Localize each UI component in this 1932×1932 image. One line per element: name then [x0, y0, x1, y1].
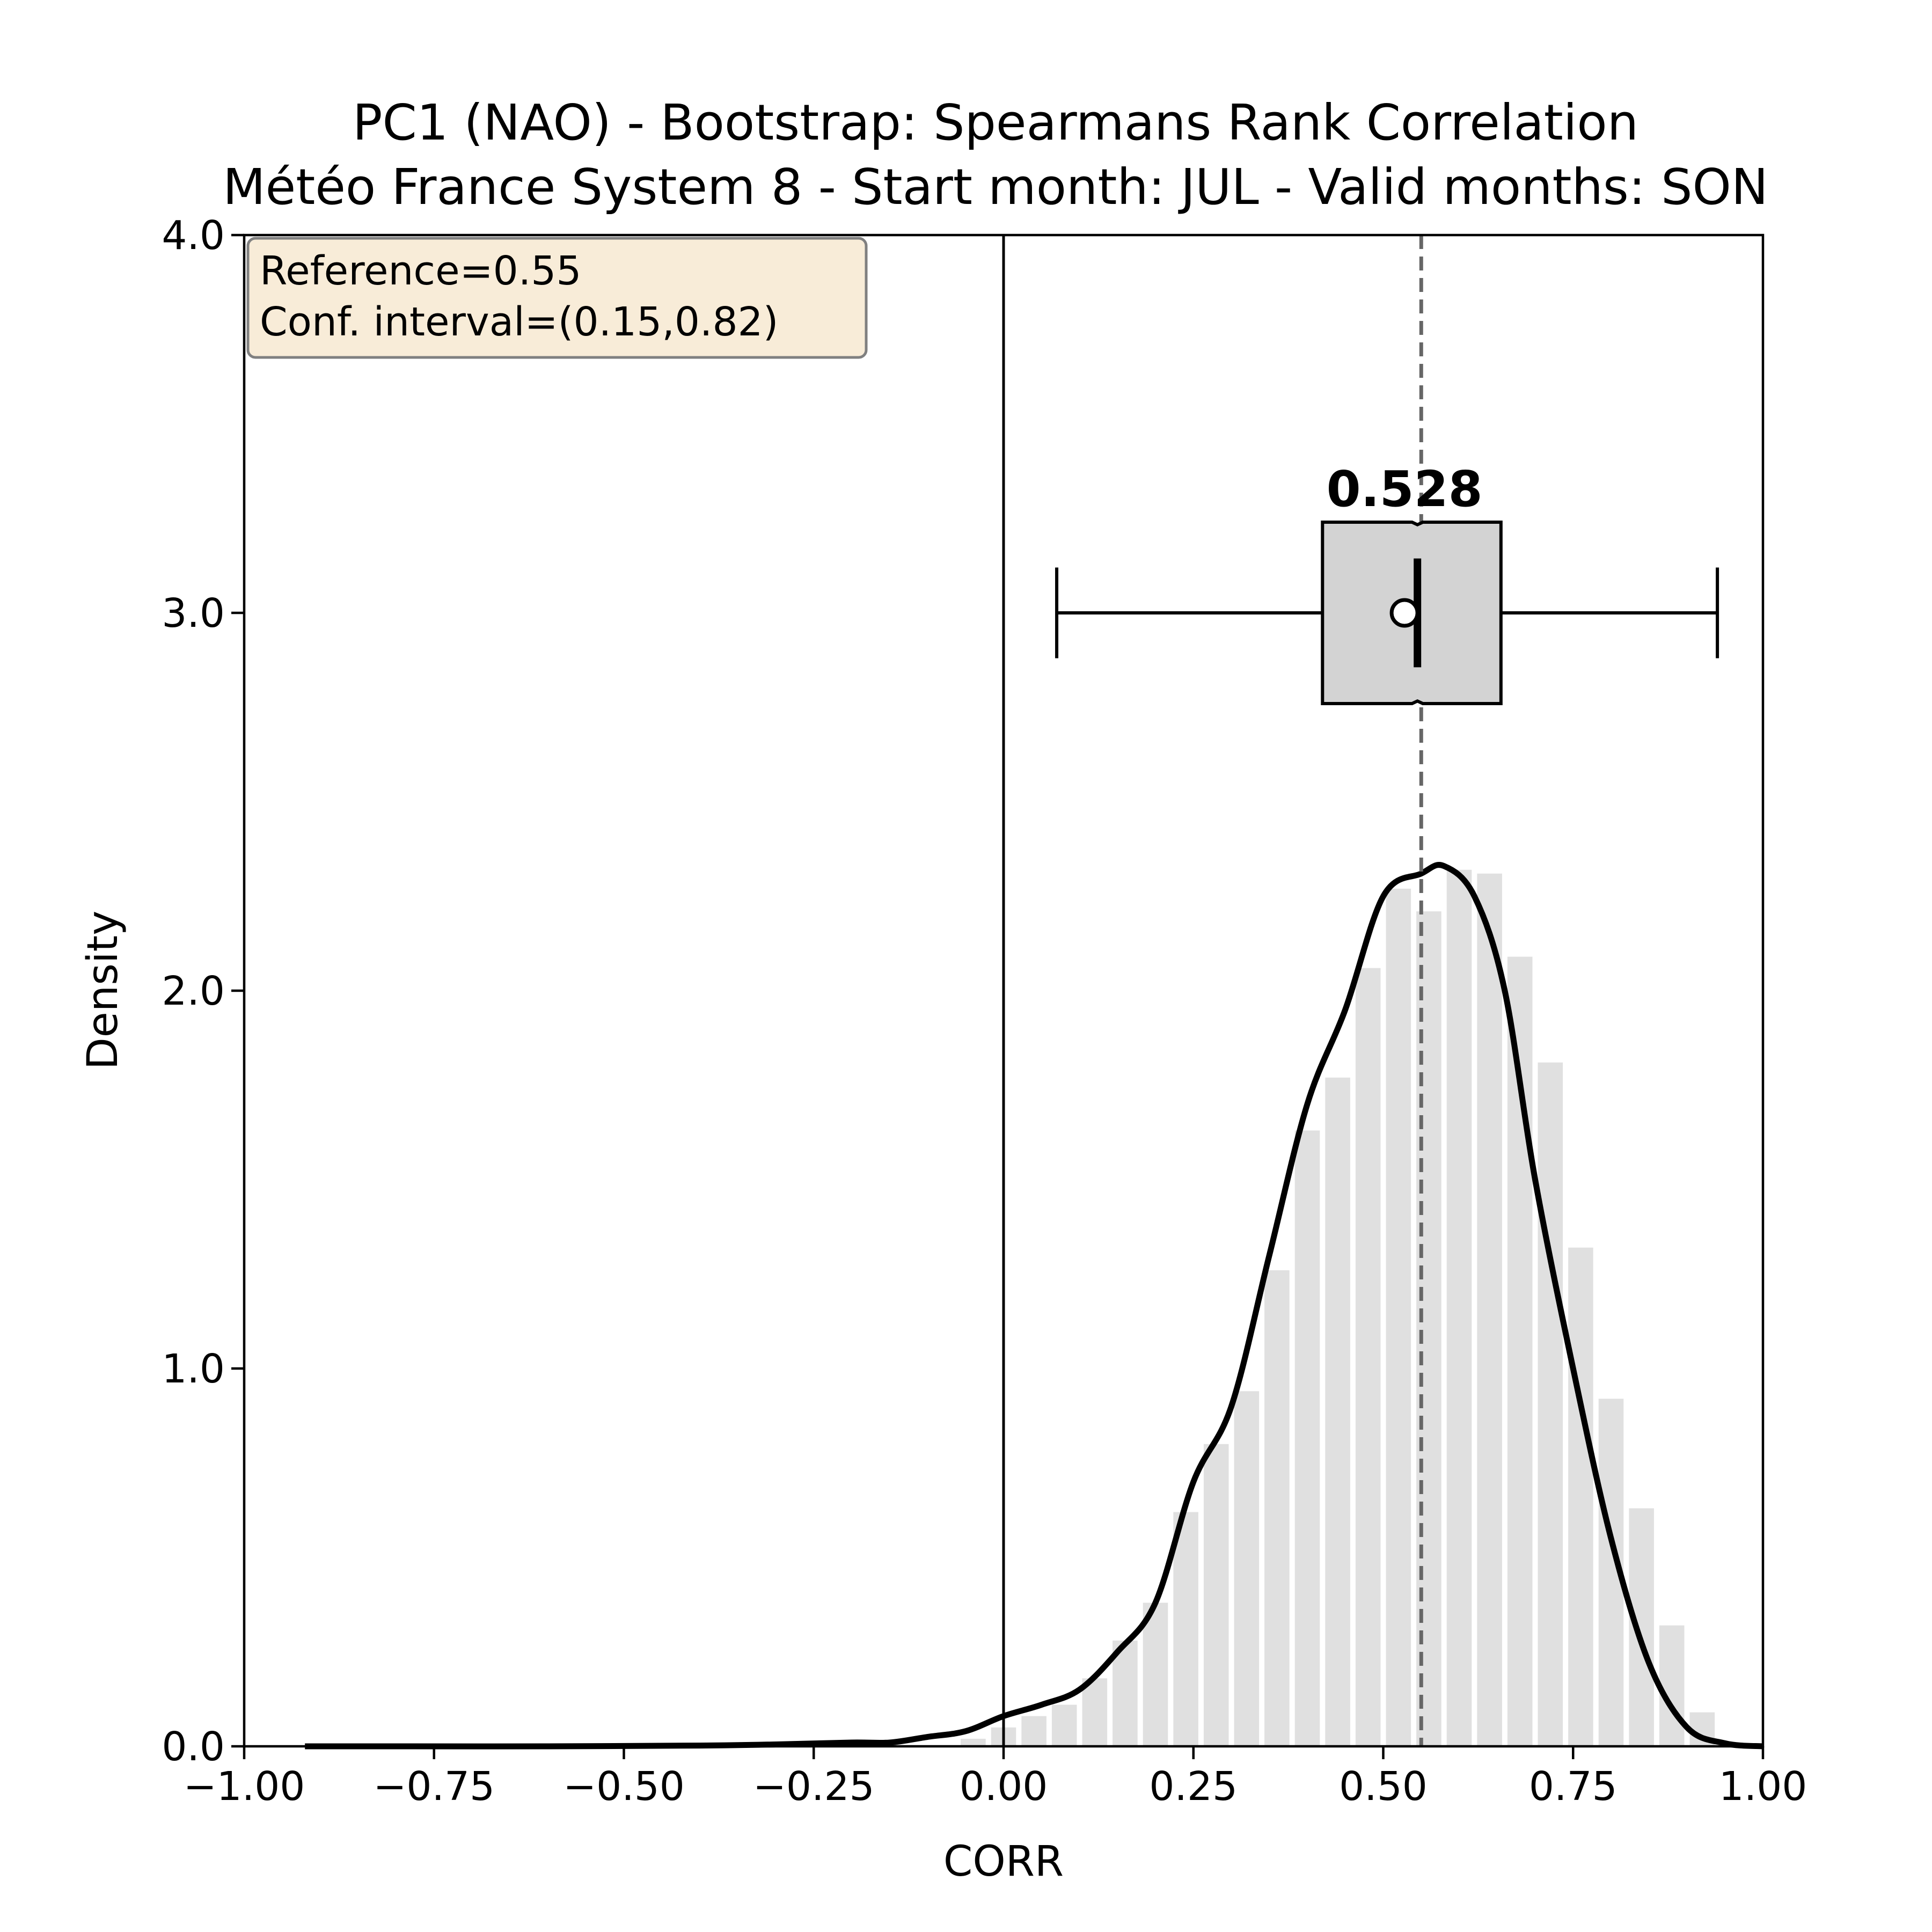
- x-tick-label: 0.50: [1339, 1763, 1428, 1810]
- y-tick-label: 2.0: [162, 968, 225, 1014]
- y-tick-label: 0.0: [162, 1724, 225, 1770]
- histogram-bar: [1173, 1512, 1198, 1746]
- histogram-bar: [1446, 869, 1472, 1746]
- info-box: Reference=0.55 Conf. interval=(0.15,0.82…: [246, 237, 868, 359]
- histogram-bar: [1355, 968, 1381, 1746]
- histogram-bar: [1082, 1678, 1108, 1746]
- histogram-bar: [1203, 1444, 1229, 1746]
- histogram-bar: [1538, 1062, 1563, 1746]
- x-tick-label: −1.00: [184, 1763, 305, 1810]
- histogram-bar: [1659, 1625, 1685, 1746]
- y-tick-label: 1.0: [162, 1346, 225, 1392]
- histogram-bar: [1325, 1077, 1350, 1746]
- info-box-background: [246, 237, 868, 359]
- boxplot-median-label: 0.528: [1327, 460, 1483, 518]
- histogram-bar: [1416, 911, 1441, 1746]
- histogram-bar: [1234, 1391, 1260, 1746]
- y-tick-label: 3.0: [162, 590, 225, 636]
- boxplot-mean-marker: [1389, 598, 1419, 628]
- info-box-conf-interval: Conf. interval=(0.15,0.82): [260, 299, 778, 345]
- chart-subtitle: Météo France System 8 - Start month: JUL…: [223, 158, 1768, 216]
- kde-curve: [305, 862, 1763, 1750]
- histogram-bar: [1568, 1247, 1593, 1746]
- x-tick-label: 0.25: [1149, 1763, 1238, 1810]
- histogram-bar: [1386, 888, 1411, 1746]
- x-tick-label: −0.25: [753, 1763, 875, 1810]
- chart-title: PC1 (NAO) - Bootstrap: Spearmans Rank Co…: [353, 94, 1638, 151]
- y-axis: 0.0 1.0 2.0 3.0 4.0: [162, 213, 244, 1770]
- histogram-bar: [1021, 1716, 1046, 1746]
- histogram-bar: [1051, 1704, 1077, 1746]
- histogram-bar: [1113, 1640, 1138, 1746]
- histogram-bar: [1264, 1270, 1290, 1746]
- y-axis-label: Density: [79, 911, 127, 1070]
- x-tick-label: −0.50: [563, 1763, 685, 1810]
- info-box-reference: Reference=0.55: [260, 248, 581, 294]
- y-tick-label: 4.0: [162, 213, 225, 259]
- histogram-bar: [1629, 1508, 1654, 1746]
- x-axis: −1.00 −0.75 −0.50 −0.25 0.00 0.25 0.50 0.75 1.00: [184, 1746, 1807, 1810]
- histogram-bar: [1294, 1130, 1320, 1746]
- histogram-bar: [1143, 1602, 1168, 1746]
- histogram-bar: [1477, 873, 1502, 1746]
- x-tick-label: 0.00: [960, 1763, 1048, 1810]
- x-tick-label: 1.00: [1719, 1763, 1807, 1810]
- histogram-bar: [961, 1738, 986, 1746]
- x-tick-label: 0.75: [1529, 1763, 1618, 1810]
- x-axis-label: CORR: [943, 1838, 1064, 1886]
- x-tick-label: −0.75: [373, 1763, 495, 1810]
- plot-area: 0.528: [305, 235, 1763, 1750]
